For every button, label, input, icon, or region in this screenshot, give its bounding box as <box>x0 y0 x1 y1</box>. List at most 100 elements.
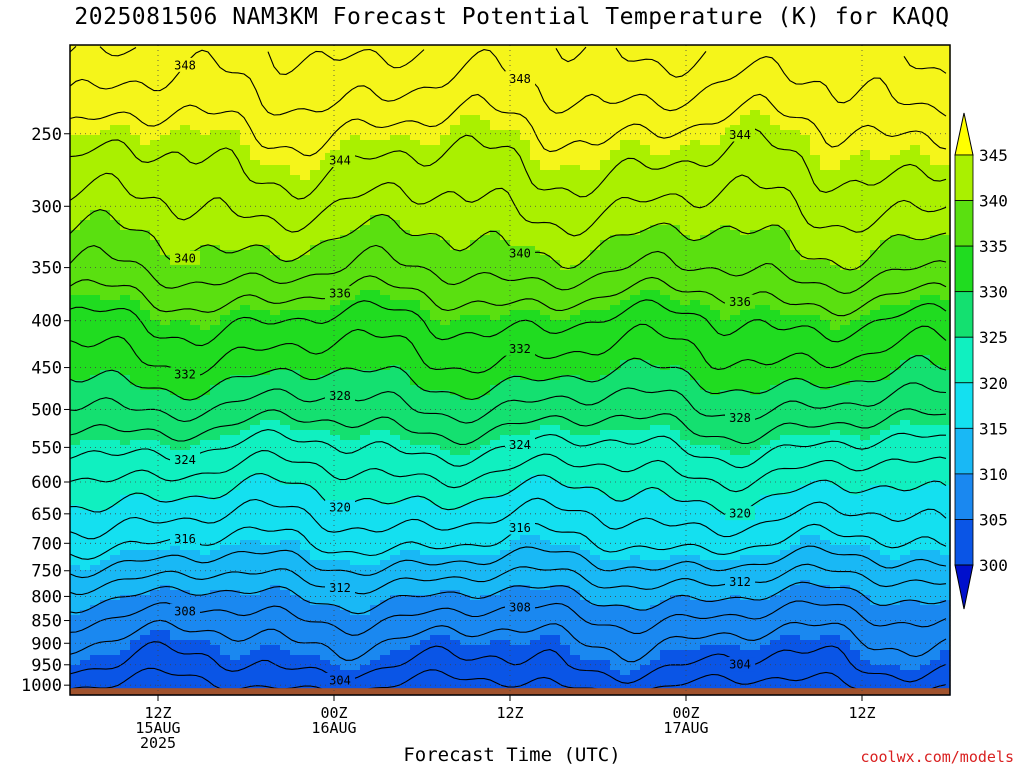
field-cell <box>410 245 421 251</box>
field-cell <box>180 85 191 91</box>
field-cell <box>290 60 301 66</box>
field-cell <box>160 295 171 301</box>
field-cell <box>200 355 211 361</box>
field-cell <box>240 210 251 216</box>
field-cell <box>90 490 101 496</box>
field-cell <box>270 240 281 246</box>
field-cell <box>200 205 211 211</box>
field-cell <box>180 675 191 681</box>
field-cell <box>380 185 391 191</box>
field-cell <box>100 375 111 381</box>
field-cell <box>250 310 261 316</box>
field-cell <box>240 335 251 341</box>
field-cell <box>220 150 231 156</box>
field-cell <box>220 370 231 376</box>
field-cell <box>200 350 211 356</box>
field-cell <box>250 445 261 451</box>
field-cell <box>360 340 371 346</box>
field-cell <box>280 235 291 241</box>
field-cell <box>180 445 191 451</box>
field-cell <box>310 75 321 81</box>
field-cell <box>260 235 271 241</box>
field-cell <box>170 550 181 556</box>
field-cell <box>310 330 321 336</box>
field-cell <box>110 600 121 606</box>
field-cell <box>330 545 341 551</box>
field-cell <box>280 670 291 676</box>
field-cell <box>130 240 141 246</box>
field-cell <box>210 615 221 621</box>
field-cell <box>130 560 141 566</box>
field-cell <box>150 575 161 581</box>
field-cell <box>400 85 411 91</box>
field-cell <box>290 635 301 641</box>
field-cell <box>90 420 101 426</box>
field-cell <box>410 195 421 201</box>
field-cell <box>440 680 451 686</box>
field-cell <box>320 380 331 386</box>
field-cell <box>280 435 291 441</box>
field-cell <box>440 400 451 406</box>
field-cell <box>250 335 261 341</box>
field-cell <box>160 480 171 486</box>
field-cell <box>300 245 311 251</box>
field-cell <box>130 420 141 426</box>
field-cell <box>200 415 211 421</box>
field-cell <box>270 335 281 341</box>
field-cell <box>290 420 301 426</box>
field-cell <box>280 210 291 216</box>
field-cell <box>320 595 331 601</box>
field-cell <box>440 65 451 71</box>
field-cell <box>320 195 331 201</box>
field-cell <box>430 465 441 471</box>
field-cell <box>240 260 251 266</box>
field-cell <box>390 675 401 681</box>
field-cell <box>390 415 401 421</box>
field-cell <box>270 270 281 276</box>
field-cell <box>420 370 431 376</box>
field-cell <box>210 90 221 96</box>
field-cell <box>70 460 81 466</box>
field-cell <box>80 180 91 186</box>
field-cell <box>280 575 291 581</box>
field-cell <box>160 140 171 146</box>
field-cell <box>350 120 361 126</box>
field-cell <box>360 195 371 201</box>
field-cell <box>270 355 281 361</box>
field-cell <box>80 630 91 636</box>
field-cell <box>150 560 161 566</box>
field-cell <box>200 235 211 241</box>
field-cell <box>170 245 181 251</box>
field-cell <box>400 500 411 506</box>
field-cell <box>160 405 171 411</box>
field-cell <box>80 200 91 206</box>
field-cell <box>90 310 101 316</box>
field-cell <box>350 465 361 471</box>
field-cell <box>120 425 131 431</box>
field-cell <box>160 655 171 661</box>
field-cell <box>280 90 291 96</box>
field-cell <box>210 250 221 256</box>
field-cell <box>150 580 161 586</box>
field-cell <box>400 640 411 646</box>
field-cell <box>360 315 371 321</box>
field-cell <box>320 260 331 266</box>
field-cell <box>210 350 221 356</box>
field-cell <box>150 65 161 71</box>
field-cell <box>280 295 291 301</box>
field-cell <box>80 140 91 146</box>
field-cell <box>200 320 211 326</box>
field-cell <box>390 200 401 206</box>
field-cell <box>220 425 231 431</box>
field-cell <box>130 270 141 276</box>
field-cell <box>420 175 431 181</box>
field-cell <box>380 255 391 261</box>
field-cell <box>180 120 191 126</box>
field-cell <box>80 195 91 201</box>
field-cell <box>160 230 171 236</box>
field-cell <box>100 220 111 226</box>
field-cell <box>350 100 361 106</box>
field-cell <box>270 305 281 311</box>
field-cell <box>380 200 391 206</box>
field-cell <box>310 505 321 511</box>
